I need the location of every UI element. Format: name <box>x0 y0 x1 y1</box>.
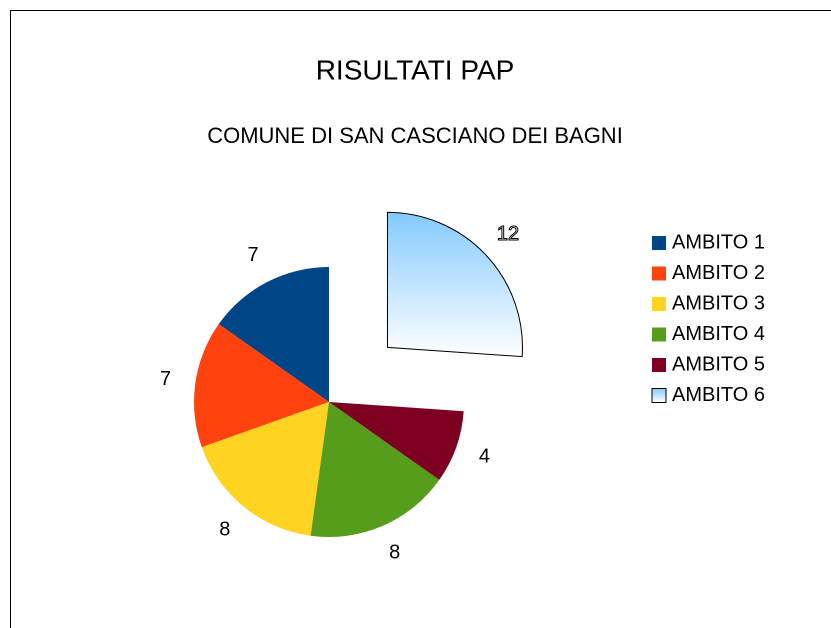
legend-swatch <box>651 388 667 403</box>
legend-label: AMBITO 3 <box>672 292 765 314</box>
pie-slice <box>201 402 329 536</box>
chart-title: RISULTATI PAP <box>316 54 515 85</box>
data-label: 4 <box>479 446 490 468</box>
data-label: 8 <box>219 518 230 540</box>
legend-swatch <box>652 297 666 311</box>
pie-slice <box>218 267 329 402</box>
pie-slice <box>194 324 329 448</box>
data-label: 8 <box>389 542 400 564</box>
legend-label: AMBITO 4 <box>672 323 765 345</box>
pie-slice <box>386 211 523 358</box>
data-label: 7 <box>160 368 171 390</box>
legend-swatch <box>652 266 666 281</box>
legend-swatch <box>652 327 666 342</box>
legend-label: AMBITO 5 <box>672 353 765 375</box>
data-label: 7 <box>248 244 259 266</box>
legend-label: AMBITO 6 <box>672 384 765 406</box>
pie-slice <box>329 402 464 480</box>
data-label: 12 <box>497 223 519 245</box>
pie-slice <box>310 402 440 537</box>
legend-swatch <box>652 358 666 372</box>
chart-subtitle: COMUNE DI SAN CASCIANO DEI BAGNI <box>207 123 623 148</box>
frame <box>10 10 831 628</box>
legend-swatch <box>652 236 666 250</box>
legend-label: AMBITO 1 <box>672 231 765 253</box>
legend-label: AMBITO 2 <box>672 262 765 284</box>
